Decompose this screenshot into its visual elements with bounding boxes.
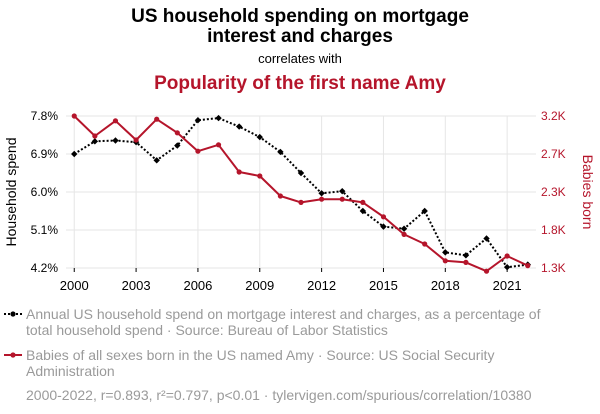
- data-point-1-12: [319, 196, 325, 202]
- data-point-1-0: [71, 113, 77, 119]
- data-point-1-7: [215, 142, 222, 148]
- data-point-0-19: [462, 252, 470, 259]
- data-point-0-18: [442, 249, 449, 256]
- y-axis-right-ticks: 3.2K 2.7K 2.3K 1.8K 1.3K: [541, 109, 566, 275]
- data-point-0-1: [91, 138, 99, 145]
- data-point-1-4: [154, 116, 160, 122]
- data-point-0-11: [297, 169, 305, 177]
- data-point-0-2: [112, 137, 119, 144]
- chart-footer: 2000-2022, r=0.893, r²=0.797, p<0.01 · t…: [26, 387, 532, 403]
- gridlines: [66, 115, 536, 269]
- y-tick-left-label: 4.2%: [31, 261, 59, 275]
- legend-marker-babies-born: [10, 352, 16, 358]
- y-axis-left-ticks: 7.8% 6.9% 6.0% 5.1% 4.2%: [31, 109, 59, 275]
- data-point-1-6: [195, 148, 201, 154]
- legend-label-household-spend-line-1: Annual US household spend on mortgage in…: [26, 306, 541, 322]
- chart-title-line-2: interest and charges: [207, 26, 393, 47]
- x-tick-label: 2009: [245, 278, 274, 293]
- legend-marker-household-spend: [10, 311, 16, 317]
- y-tick-left-label: 7.8%: [31, 109, 59, 123]
- data-point-1-19: [463, 259, 469, 265]
- x-tick-label: 2021: [493, 278, 522, 293]
- data-point-1-22: [525, 263, 531, 269]
- legend-label-household-spend-line-2: total household spend · Source: Bureau o…: [26, 322, 388, 338]
- y-tick-left-label: 6.9%: [31, 147, 59, 161]
- correlates-with-label: correlates with: [258, 51, 342, 66]
- data-point-0-20: [483, 235, 490, 242]
- y-tick-left-label: 6.0%: [31, 185, 59, 199]
- data-point-0-17: [421, 207, 428, 215]
- y-axis-right-title: Babies born: [580, 155, 596, 230]
- x-axis-ticks: 2000 2003 2006 2009 2012 2015 2018 2021: [60, 268, 522, 293]
- chart-subtitle: Popularity of the first name Amy: [154, 73, 446, 94]
- x-tick-label: 2018: [431, 278, 460, 293]
- data-point-0-7: [215, 114, 222, 122]
- data-point-0-13: [339, 187, 346, 195]
- data-point-1-20: [483, 268, 490, 274]
- y-tick-left-label: 5.1%: [31, 223, 59, 237]
- data-point-1-14: [360, 199, 366, 205]
- data-point-1-16: [401, 231, 407, 237]
- data-point-0-16: [400, 225, 408, 232]
- chart-title-line-1: US household spending on mortgage: [131, 6, 469, 27]
- data-point-1-9: [257, 173, 263, 179]
- series-line-0: [73, 117, 528, 269]
- data-point-0-21: [503, 263, 511, 271]
- y-tick-right-label: 2.3K: [541, 185, 566, 199]
- series-line-1: [73, 115, 529, 273]
- data-point-1-5: [174, 130, 180, 136]
- data-point-0-8: [235, 123, 243, 130]
- data-point-1-2: [112, 118, 119, 124]
- data-point-0-6: [194, 117, 202, 124]
- y-tick-right-label: 3.2K: [541, 109, 566, 123]
- data-point-1-10: [277, 193, 283, 199]
- data-point-0-14: [359, 207, 367, 215]
- data-point-1-11: [298, 199, 304, 205]
- x-tick-label: 2006: [183, 278, 212, 293]
- data-point-0-0: [71, 150, 78, 158]
- data-point-1-15: [380, 214, 387, 220]
- legend-label-babies-born-line-2: Administration: [26, 363, 115, 379]
- legend-label-babies-born-line-1: Babies of all sexes born in the US named…: [26, 347, 494, 363]
- series-1: [71, 113, 531, 274]
- data-point-1-3: [133, 137, 139, 143]
- data-point-1-21: [504, 253, 510, 259]
- data-point-1-13: [339, 196, 345, 202]
- y-tick-right-label: 1.3K: [541, 261, 566, 275]
- data-point-1-17: [422, 241, 428, 247]
- data-point-1-1: [92, 133, 98, 139]
- y-tick-right-label: 2.7K: [541, 147, 566, 161]
- x-tick-label: 2000: [60, 278, 89, 293]
- y-axis-left-title: Household spend: [3, 138, 19, 247]
- data-point-0-12: [318, 190, 325, 197]
- series-0: [71, 114, 531, 271]
- legend: Annual US household spend on mortgage in…: [4, 306, 541, 379]
- data-point-0-9: [256, 133, 263, 141]
- data-point-0-15: [380, 223, 387, 230]
- data-point-0-5: [174, 142, 181, 149]
- data-point-1-18: [442, 258, 448, 264]
- series-layer: [71, 113, 531, 274]
- data-point-1-8: [236, 169, 242, 175]
- data-point-0-4: [153, 157, 160, 164]
- data-point-0-10: [277, 148, 284, 156]
- y-tick-right-label: 1.8K: [541, 223, 566, 237]
- x-tick-label: 2003: [122, 278, 151, 293]
- x-tick-label: 2012: [307, 278, 336, 293]
- x-tick-label: 2015: [369, 278, 398, 293]
